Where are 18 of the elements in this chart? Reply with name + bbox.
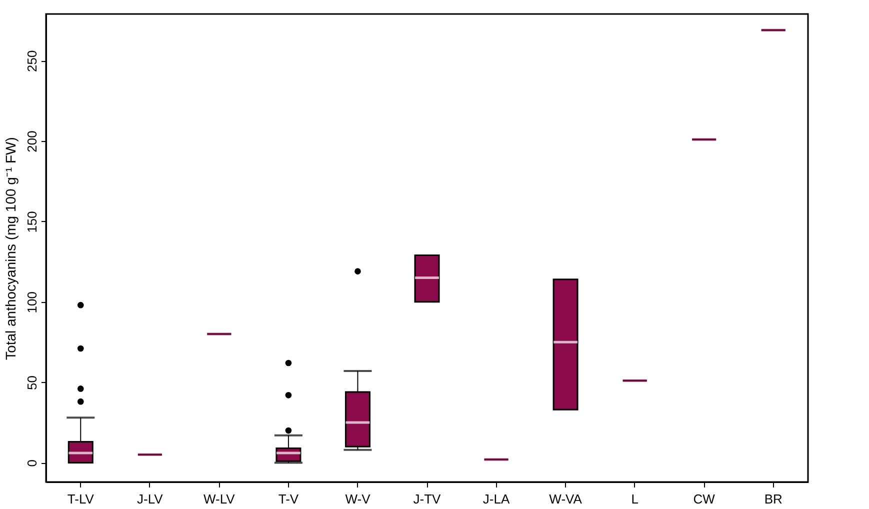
y-tick-label: 250 xyxy=(24,50,40,72)
x-tick-label: BR xyxy=(764,492,782,506)
y-tick-label: 0 xyxy=(24,460,40,467)
x-tick-label: CW xyxy=(693,492,716,506)
y-tick-label: 50 xyxy=(24,376,40,390)
x-tick-label: W-LV xyxy=(204,492,236,506)
x-tick-label: J-LV xyxy=(137,492,164,506)
x-tick-label: J-LA xyxy=(482,492,510,506)
y-tick-label: 150 xyxy=(24,211,40,233)
y-tick-label: 100 xyxy=(24,292,40,314)
x-tick-label: T-V xyxy=(278,492,299,506)
x-tick-label: T-LV xyxy=(67,492,94,506)
x-tick-label: J-TV xyxy=(413,492,442,506)
y-tick-label: 200 xyxy=(24,130,40,152)
y-axis-title: Total anthocyanins (mg 100 g⁻¹ FW) xyxy=(2,137,18,360)
x-tick-label: W-VA xyxy=(549,492,582,506)
x-tick-label: W-V xyxy=(345,492,371,506)
x-tick-label: L xyxy=(631,492,638,506)
